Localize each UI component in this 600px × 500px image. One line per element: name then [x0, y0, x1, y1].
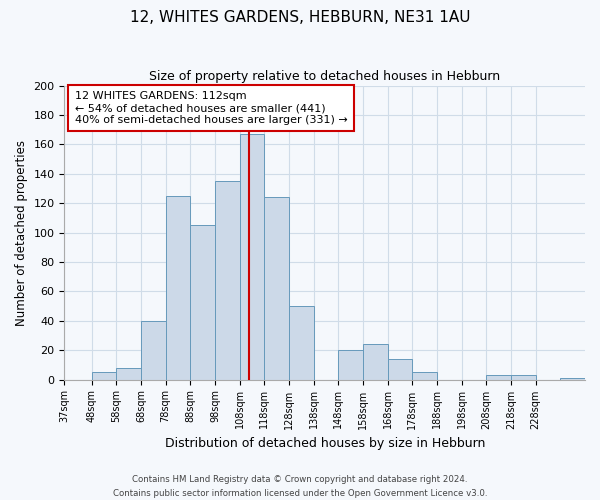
Bar [560, 378, 585, 380]
Bar [239, 134, 264, 380]
Bar [166, 196, 190, 380]
Text: 12, WHITES GARDENS, HEBBURN, NE31 1AU: 12, WHITES GARDENS, HEBBURN, NE31 1AU [130, 10, 470, 25]
Bar [511, 375, 536, 380]
Bar [141, 321, 166, 380]
Title: Size of property relative to detached houses in Hebburn: Size of property relative to detached ho… [149, 70, 500, 83]
Bar [363, 344, 388, 380]
Text: Contains HM Land Registry data © Crown copyright and database right 2024.
Contai: Contains HM Land Registry data © Crown c… [113, 476, 487, 498]
Bar [412, 372, 437, 380]
Bar [215, 181, 239, 380]
Bar [289, 306, 314, 380]
Bar [487, 375, 511, 380]
Bar [190, 225, 215, 380]
Y-axis label: Number of detached properties: Number of detached properties [15, 140, 28, 326]
Bar [338, 350, 363, 380]
Text: 12 WHITES GARDENS: 112sqm
← 54% of detached houses are smaller (441)
40% of semi: 12 WHITES GARDENS: 112sqm ← 54% of detac… [75, 92, 347, 124]
Bar [116, 368, 141, 380]
Bar [92, 372, 116, 380]
Bar [264, 198, 289, 380]
Bar [388, 359, 412, 380]
X-axis label: Distribution of detached houses by size in Hebburn: Distribution of detached houses by size … [164, 437, 485, 450]
